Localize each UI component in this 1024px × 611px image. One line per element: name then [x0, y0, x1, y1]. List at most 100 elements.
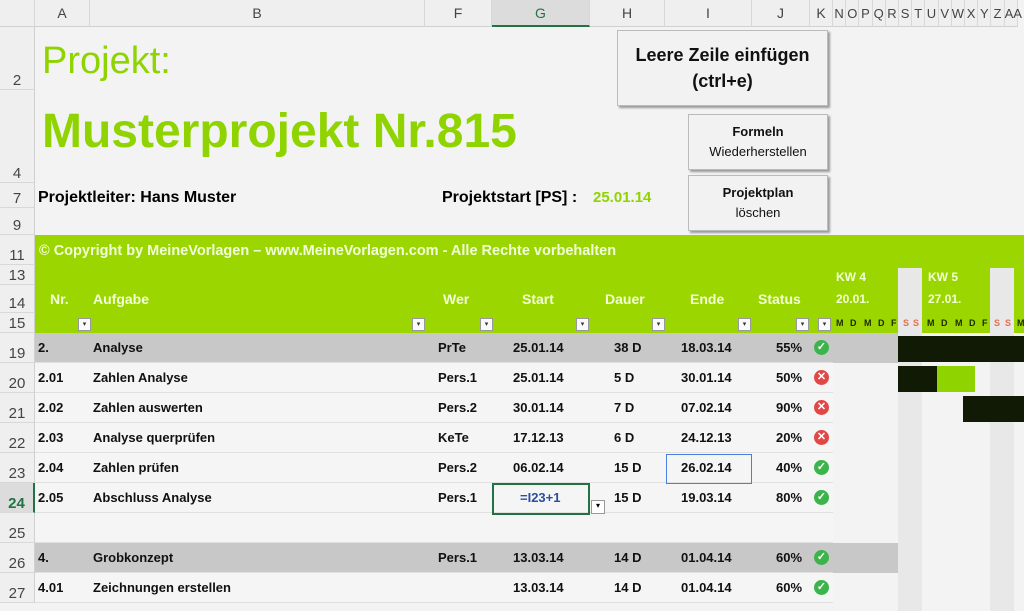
row-header[interactable]: 23 — [0, 453, 35, 483]
column-header[interactable]: AA — [1004, 0, 1022, 27]
column-header[interactable]: S — [899, 0, 913, 27]
row-header[interactable]: 7 — [0, 183, 35, 208]
filter-dropdown-button[interactable]: ▾ — [818, 318, 831, 331]
column-header[interactable]: B — [90, 0, 425, 27]
column-header[interactable]: R — [885, 0, 899, 27]
row-header[interactable]: 25 — [0, 513, 35, 543]
column-header[interactable]: Q — [872, 0, 886, 27]
column-header[interactable]: W — [951, 0, 965, 27]
filter-dropdown-button[interactable]: ▾ — [738, 318, 751, 331]
table-row[interactable] — [35, 453, 833, 483]
table-row[interactable] — [35, 483, 833, 513]
task-start[interactable]: 25.01.14 — [513, 370, 564, 385]
column-header[interactable]: X — [965, 0, 979, 27]
column-header[interactable]: Y — [978, 0, 992, 27]
task-start[interactable]: =I23+1 — [520, 490, 561, 505]
task-start[interactable]: 13.03.14 — [513, 550, 564, 565]
task-name[interactable]: Zeichnungen erstellen — [93, 580, 231, 595]
row-header[interactable]: 24 — [0, 483, 35, 513]
task-start[interactable]: 06.02.14 — [513, 460, 564, 475]
task-start[interactable]: 25.01.14 — [513, 340, 564, 355]
task-status[interactable]: 60% — [776, 580, 803, 595]
task-name[interactable]: Zahlen auswerten — [93, 400, 203, 415]
task-status[interactable]: 50% — [776, 370, 803, 385]
filter-dropdown-button[interactable]: ▾ — [796, 318, 809, 331]
task-status[interactable]: 90% — [776, 400, 803, 415]
column-header[interactable]: I — [665, 0, 752, 27]
row-header[interactable]: 14 — [0, 285, 35, 313]
task-owner[interactable]: PrTe — [438, 340, 466, 355]
delete-plan-button[interactable]: Projektplan löschen — [688, 175, 828, 231]
column-header[interactable]: O — [846, 0, 860, 27]
table-row[interactable] — [35, 363, 833, 393]
column-header[interactable]: T — [912, 0, 926, 27]
row-header[interactable]: 26 — [0, 543, 35, 573]
task-status[interactable]: 55% — [776, 340, 803, 355]
table-row[interactable] — [35, 543, 833, 573]
task-start[interactable]: 17.12.13 — [513, 430, 564, 445]
task-owner[interactable]: Pers.1 — [438, 550, 478, 565]
task-status[interactable]: 60% — [776, 550, 803, 565]
filter-dropdown-button[interactable]: ▾ — [652, 318, 665, 331]
table-row[interactable] — [35, 573, 833, 603]
restore-formulas-button[interactable]: Formeln Wiederherstellen — [688, 114, 828, 170]
row-header[interactable]: 27 — [0, 573, 35, 603]
task-name[interactable]: Analyse — [93, 340, 143, 355]
row-header[interactable]: 2 — [0, 27, 35, 90]
task-duration[interactable]: 38 D — [614, 340, 642, 355]
row-header[interactable]: 21 — [0, 393, 35, 423]
task-owner[interactable]: Pers.2 — [438, 460, 478, 475]
task-owner[interactable]: Pers.1 — [438, 370, 478, 385]
filter-dropdown-button[interactable]: ▾ — [412, 318, 425, 331]
task-status[interactable]: 80% — [776, 490, 803, 505]
task-number[interactable]: 4.01 — [38, 580, 64, 595]
row-header[interactable]: 9 — [0, 208, 35, 235]
column-header[interactable]: G — [492, 0, 590, 27]
task-name[interactable]: Abschluss Analyse — [93, 490, 212, 505]
insert-empty-row-button[interactable]: Leere Zeile einfügen (ctrl+e) — [617, 30, 828, 106]
task-start[interactable]: 13.03.14 — [513, 580, 564, 595]
task-number[interactable]: 2.05 — [38, 490, 64, 505]
row-header[interactable]: 20 — [0, 363, 35, 393]
table-row[interactable] — [35, 333, 833, 363]
task-number[interactable]: 4. — [38, 550, 49, 565]
task-number[interactable]: 2.03 — [38, 430, 64, 445]
row-header[interactable]: 4 — [0, 90, 35, 183]
task-end[interactable]: 19.03.14 — [681, 490, 732, 505]
task-number[interactable]: 2.02 — [38, 400, 64, 415]
task-status[interactable]: 40% — [776, 460, 803, 475]
task-end[interactable]: 24.12.13 — [681, 430, 732, 445]
task-name[interactable]: Grobkonzept — [93, 550, 174, 565]
column-header[interactable]: F — [425, 0, 492, 27]
task-duration[interactable]: 15 D — [614, 460, 642, 475]
task-end[interactable]: 18.03.14 — [681, 340, 732, 355]
column-header[interactable]: K — [810, 0, 833, 27]
row-header[interactable]: 11 — [0, 235, 35, 265]
task-end[interactable]: 01.04.14 — [681, 550, 732, 565]
task-end[interactable]: 30.01.14 — [681, 370, 732, 385]
table-row[interactable] — [35, 513, 833, 543]
task-duration[interactable]: 6 D — [614, 430, 635, 445]
column-header[interactable]: A — [35, 0, 90, 27]
task-end[interactable]: 01.04.14 — [681, 580, 732, 595]
column-header[interactable]: J — [752, 0, 810, 27]
task-duration[interactable]: 15 D — [614, 490, 642, 505]
column-header[interactable]: N — [833, 0, 847, 27]
table-row[interactable] — [35, 393, 833, 423]
task-name[interactable]: Analyse querprüfen — [93, 430, 216, 445]
filter-dropdown-button[interactable]: ▾ — [480, 318, 493, 331]
task-owner[interactable]: Pers.1 — [438, 490, 478, 505]
task-end[interactable]: 26.02.14 — [681, 460, 732, 475]
table-row[interactable] — [35, 423, 833, 453]
task-start[interactable]: 30.01.14 — [513, 400, 564, 415]
task-duration[interactable]: 14 D — [614, 580, 642, 595]
corner[interactable] — [0, 0, 35, 27]
autocomplete-dropdown[interactable]: ▾ — [591, 500, 605, 514]
column-header[interactable]: P — [859, 0, 873, 27]
task-owner[interactable]: KeTe — [438, 430, 469, 445]
row-header[interactable]: 13 — [0, 265, 35, 285]
task-name[interactable]: Zahlen Analyse — [93, 370, 188, 385]
row-header[interactable]: 19 — [0, 333, 35, 363]
filter-dropdown-button[interactable]: ▾ — [78, 318, 91, 331]
task-duration[interactable]: 5 D — [614, 370, 635, 385]
